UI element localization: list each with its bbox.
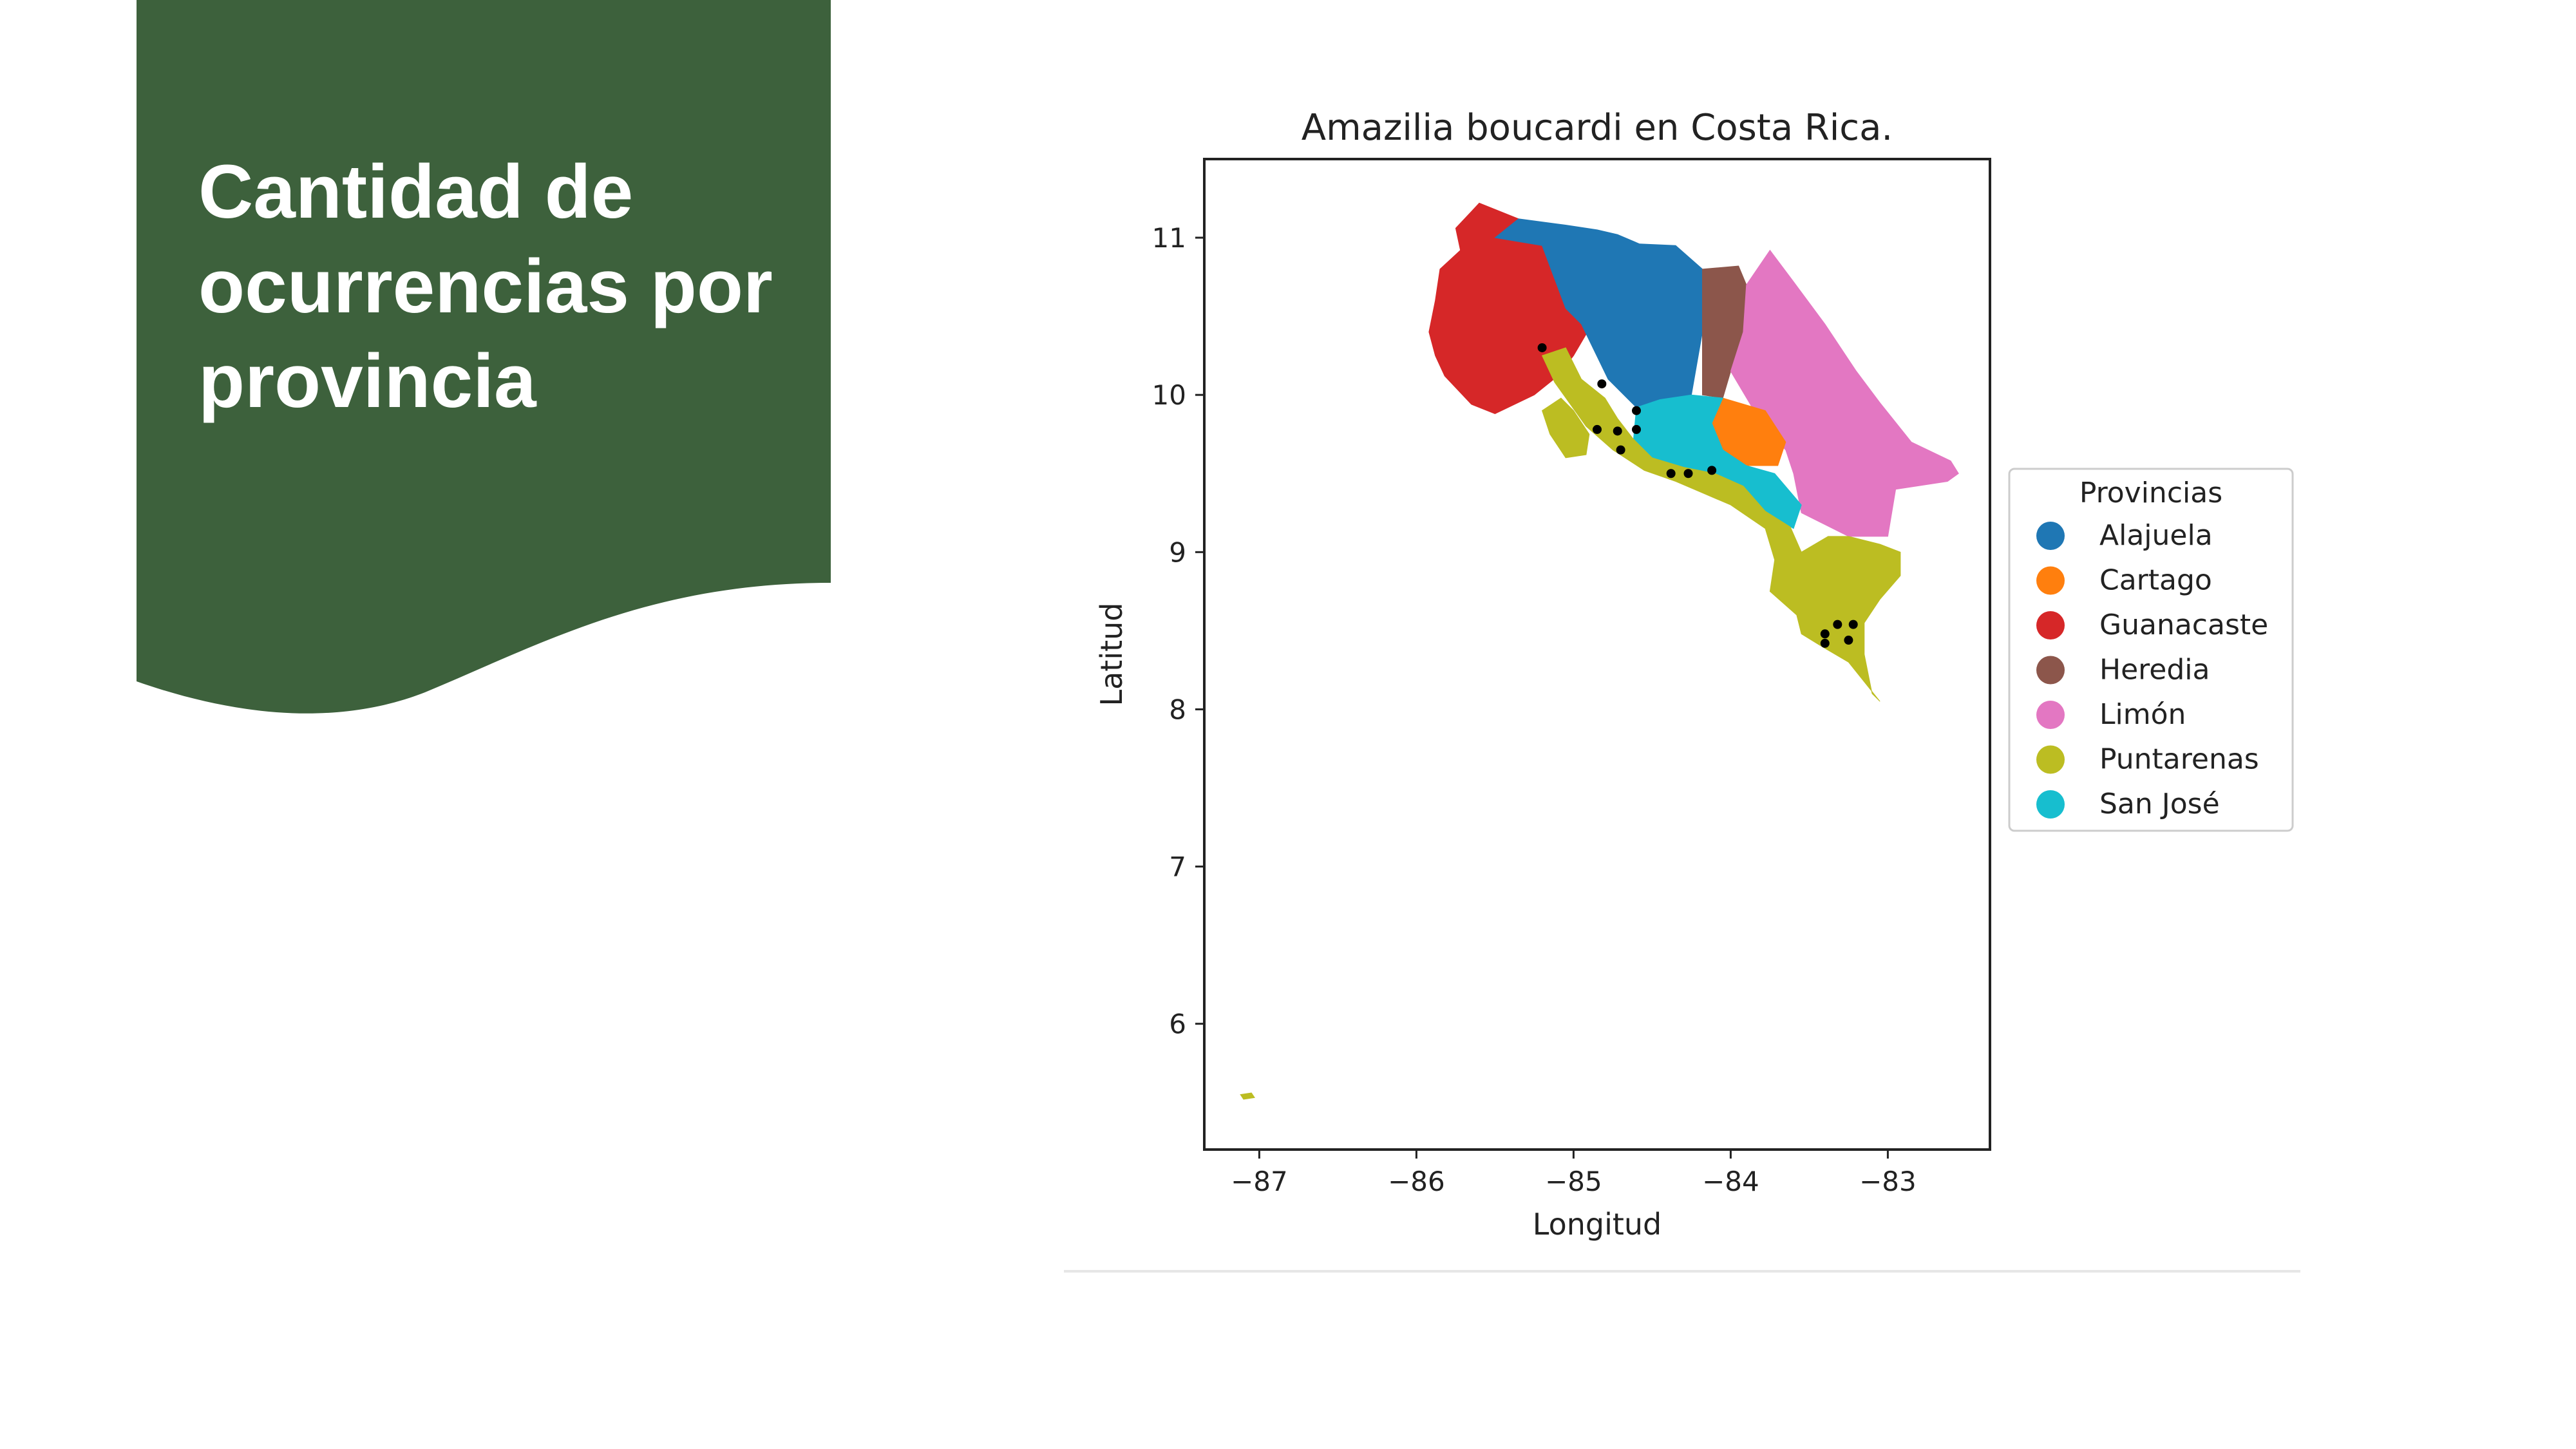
- legend-swatch: [2036, 656, 2065, 685]
- occurrence-layer: [1537, 343, 1858, 648]
- occurrence-point: [1844, 636, 1853, 645]
- legend-label: Limón: [2099, 698, 2186, 731]
- occurrence-point: [1632, 424, 1641, 434]
- legend-label: San José: [2099, 788, 2220, 820]
- occurrence-point: [1616, 445, 1625, 455]
- legend-swatch: [2036, 566, 2065, 595]
- y-axis: 6 7 8 9 10 11: [1152, 222, 1204, 1040]
- legend-title: Provincias: [2079, 477, 2222, 509]
- banner-shape: [137, 0, 831, 714]
- legend-swatch: [2036, 745, 2065, 774]
- legend-label: Heredia: [2099, 654, 2210, 687]
- slide-title: Cantidad de ocurrencias por provincia: [198, 145, 810, 429]
- y-tick-label: 8: [1169, 694, 1186, 725]
- occurrence-point: [1820, 629, 1830, 639]
- occurrence-point: [1707, 466, 1717, 475]
- y-tick-label: 10: [1152, 379, 1186, 411]
- occurrence-point: [1597, 379, 1607, 389]
- x-tick-label: −87: [1231, 1166, 1288, 1197]
- legend-swatch: [2036, 790, 2065, 819]
- y-tick-label: 9: [1169, 536, 1186, 568]
- occurrence-point: [1820, 638, 1830, 648]
- legend-box: [2008, 468, 2294, 832]
- slide-title-line-3: provincia: [198, 339, 536, 424]
- legend: Provincias Alajuela Cartago Guanacaste Hered…: [2008, 468, 2294, 832]
- legend-swatch: [2036, 522, 2065, 550]
- legend-label: Puntarenas: [2099, 743, 2259, 776]
- occurrence-point: [1593, 424, 1602, 434]
- y-tick-label: 11: [1152, 222, 1186, 254]
- x-axis: −87 −86 −85 −84 −83: [1231, 1150, 1917, 1197]
- province-puntarenas: [1542, 397, 1590, 459]
- legend-swatch: [2036, 701, 2065, 729]
- slide-title-line-1: Cantidad de: [198, 149, 634, 234]
- map-figure: −87 −86 −85 −84 −83 6 7 8 9 10 11 Amazilia boucar…: [1056, 90, 2344, 1288]
- legend-label: Alajuela: [2099, 519, 2213, 552]
- y-tick-label: 6: [1169, 1009, 1186, 1040]
- y-axis-label: Latitud: [1094, 602, 1129, 706]
- x-axis-label: Longitud: [1533, 1207, 1662, 1242]
- map-chart: −87 −86 −85 −84 −83 6 7 8 9 10 11 Amazilia boucar…: [1094, 107, 2294, 1242]
- occurrence-point: [1537, 343, 1547, 352]
- occurrence-point: [1666, 469, 1676, 478]
- y-tick-label: 7: [1169, 851, 1186, 883]
- province-layer: [1240, 202, 1959, 1100]
- x-tick-label: −84: [1702, 1166, 1759, 1197]
- x-tick-label: −83: [1859, 1166, 1917, 1197]
- legend-swatch: [2036, 611, 2065, 639]
- slide-title-line-2: ocurrencias por: [198, 244, 773, 329]
- occurrence-point: [1613, 426, 1622, 436]
- occurrence-point: [1833, 620, 1842, 629]
- occurrence-point: [1632, 406, 1641, 415]
- occurrence-point: [1683, 469, 1693, 478]
- province-puntarenas: [1541, 347, 1901, 702]
- legend-label: Guanacaste: [2099, 609, 2268, 641]
- x-tick-label: −85: [1545, 1166, 1602, 1197]
- chart-title: Amazilia boucardi en Costa Rica.: [1302, 107, 1893, 149]
- legend-label: Cartago: [2099, 564, 2212, 597]
- title-banner: Cantidad de ocurrencias por provincia: [0, 0, 837, 721]
- plot-frame: [1203, 158, 1991, 1151]
- province-puntarenas: [1240, 1092, 1255, 1100]
- divider-line: [1064, 1270, 2300, 1273]
- occurrence-point: [1848, 620, 1858, 629]
- x-tick-label: −86: [1388, 1166, 1445, 1197]
